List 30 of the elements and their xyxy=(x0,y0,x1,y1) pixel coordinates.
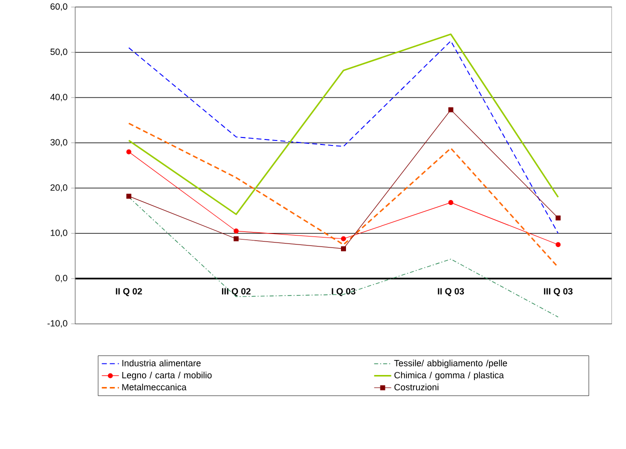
y-tick-label: -10,0 xyxy=(48,320,68,328)
x-tick-label: II Q 02 xyxy=(116,288,142,296)
point xyxy=(234,228,239,234)
x-tick-label: III Q 02 xyxy=(222,288,251,296)
legend-label: Tessile/ abbigliamento /pelle xyxy=(394,360,508,368)
x-tick-label: II Q 03 xyxy=(438,288,464,296)
y-tick-label: 40,0 xyxy=(50,94,68,102)
x-tick-label: III Q 03 xyxy=(544,288,573,296)
point xyxy=(556,215,561,220)
point xyxy=(126,149,132,154)
y-tick-label: 50,0 xyxy=(50,48,68,56)
legend-label: Metalmeccanica xyxy=(122,384,187,390)
point xyxy=(126,194,132,199)
point xyxy=(340,246,346,252)
y-tick-label: 20,0 xyxy=(50,184,68,192)
legend-label: Costruzioni xyxy=(394,384,438,390)
point xyxy=(448,200,454,206)
point xyxy=(234,236,239,242)
x-tick-label: I Q 03 xyxy=(332,288,356,296)
legend-label: Industria alimentare xyxy=(122,360,201,366)
legend-label: Legno / carta / mobilio xyxy=(122,372,212,380)
legend-label: Chimica / gomma / plastica xyxy=(394,372,504,380)
point xyxy=(556,242,561,248)
y-tick-label: 60,0 xyxy=(50,3,68,11)
y-tick-label: 30,0 xyxy=(50,139,68,147)
point xyxy=(340,236,346,242)
point xyxy=(448,107,454,112)
y-tick-label: 10,0 xyxy=(50,230,68,238)
line-series xyxy=(128,122,559,268)
y-tick-label: 0,0 xyxy=(55,274,68,282)
